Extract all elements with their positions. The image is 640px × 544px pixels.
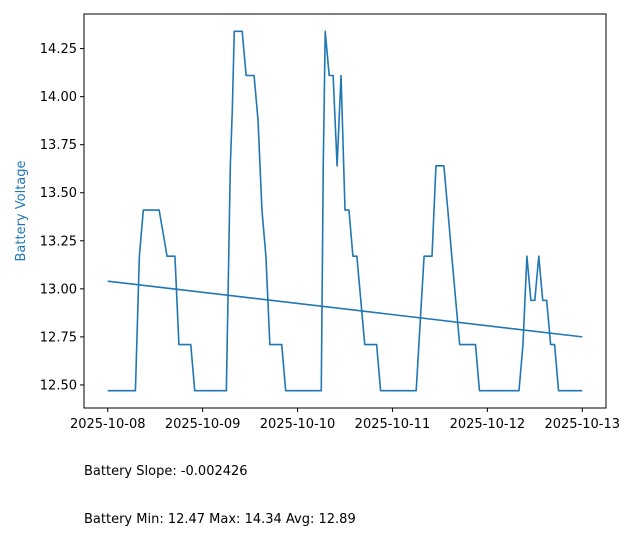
y-axis: 12.50 12.75 13.00 13.25 13.50 13.75 14.00 14.25	[40, 42, 84, 393]
x-tick-label: 2025-10-10	[260, 417, 336, 432]
x-axis: 2025-10-08 2025-10-09 2025-10-10 2025-10-11…	[70, 408, 620, 432]
y-tick-label: 13.50	[40, 186, 77, 201]
plot-frame	[83, 13, 607, 409]
x-tick-label: 2025-10-13	[544, 417, 620, 432]
plot-lines	[107, 30, 583, 392]
y-tick-label: 13.75	[40, 138, 77, 153]
x-tick-label: 2025-10-08	[70, 417, 146, 432]
trend-line	[107, 280, 583, 338]
x-tick-label: 2025-10-12	[450, 417, 526, 432]
y-tick-label: 13.25	[40, 234, 77, 249]
y-tick-label: 13.00	[40, 282, 77, 297]
battery-voltage-chart: 2025-10-08 2025-10-09 2025-10-10 2025-10-11…	[0, 0, 640, 480]
y-tick-label: 14.25	[40, 42, 77, 57]
stats-block: Battery Slope: -0.002426 Battery Min: 12…	[84, 432, 356, 544]
y-tick-label: 12.50	[40, 378, 77, 393]
minmax-text: Battery Min: 12.47 Max: 14.34 Avg: 12.89	[84, 512, 356, 527]
x-tick-label: 2025-10-11	[355, 417, 431, 432]
x-tick-label: 2025-10-09	[165, 417, 241, 432]
slope-text: Battery Slope: -0.002426	[84, 464, 248, 479]
figure-background	[0, 0, 640, 480]
y-axis-label: Battery Voltage	[14, 160, 29, 261]
y-tick-label: 14.00	[40, 90, 77, 105]
y-tick-label: 12.75	[40, 330, 77, 345]
